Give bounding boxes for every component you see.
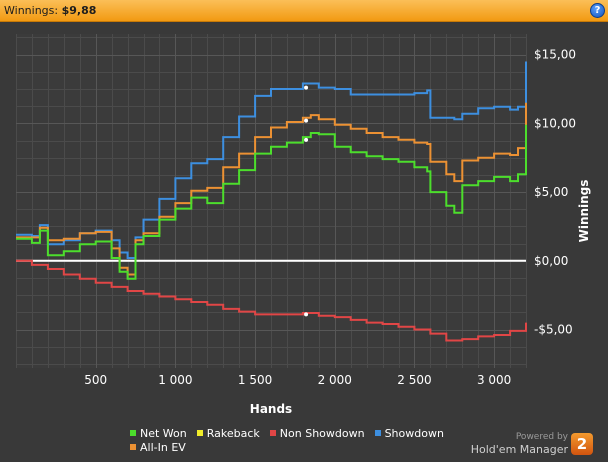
hover-marker-non-showdown xyxy=(304,312,309,317)
winnings-header: Winnings: $9,88 ? xyxy=(0,0,608,22)
legend-row: Net Won Rakeback Non Showdown Showdown xyxy=(130,427,454,441)
x-tick-label: 3 000 xyxy=(477,373,511,387)
legend-label: Rakeback xyxy=(206,427,260,440)
x-tick-label: 2 500 xyxy=(397,373,431,387)
help-icon[interactable]: ? xyxy=(590,3,605,18)
powered-by-text: Powered by xyxy=(515,432,568,442)
hover-marker-showdown xyxy=(304,85,309,90)
y-tick-label: -$5,00 xyxy=(534,323,573,337)
hover-marker-all-in-ev xyxy=(304,118,309,123)
legend-swatch xyxy=(374,430,381,436)
hover-marker-net-won xyxy=(304,137,309,142)
x-tick-label: 1 500 xyxy=(238,373,272,387)
legend-item-net-won[interactable]: Net Won xyxy=(130,427,187,441)
legend-item-non-showdown[interactable]: Non Showdown xyxy=(269,427,365,441)
winnings-label: Winnings: xyxy=(4,4,59,17)
legend-swatch xyxy=(130,430,136,436)
legend-swatch xyxy=(196,430,203,436)
legend-item-showdown[interactable]: Showdown xyxy=(374,427,444,441)
x-axis-title: Hands xyxy=(250,402,292,416)
y-tick-label: $10,00 xyxy=(534,116,576,130)
brand-name: Hold'em Manager xyxy=(470,443,568,456)
x-tick-label: 1 000 xyxy=(158,373,192,387)
legend-label: Showdown xyxy=(384,427,444,440)
legend-row: All-In EV xyxy=(130,441,454,455)
legend-swatch xyxy=(269,430,276,436)
legend-swatch xyxy=(130,444,136,450)
winnings-summary: Winnings: $9,88 xyxy=(4,4,96,17)
legend-item-rakeback[interactable]: Rakeback xyxy=(196,427,260,441)
y-tick-label: $0,00 xyxy=(534,254,568,268)
x-tick-label: 500 xyxy=(84,373,107,387)
series-line-non-showdown xyxy=(16,259,527,342)
y-axis-title: Winnings xyxy=(577,180,591,243)
chart-legend: Net Won Rakeback Non Showdown Showdown All-I… xyxy=(130,427,454,455)
legend-item-all-in-ev[interactable]: All-In EV xyxy=(130,441,186,455)
y-tick-label: $15,00 xyxy=(534,48,576,62)
winnings-value: $9,88 xyxy=(61,4,97,17)
legend-label: Non Showdown xyxy=(279,427,365,440)
legend-label: All-In EV xyxy=(140,441,186,454)
winnings-chart: 500 1 000 1 500 2 000 2 500 3 000 $15,00 $10,00… xyxy=(16,34,591,416)
x-tick-label: 2 000 xyxy=(318,373,352,387)
legend-label: Net Won xyxy=(140,427,187,440)
y-tick-label: $5,00 xyxy=(534,185,568,199)
series-line-net-won xyxy=(16,124,527,280)
holdem-manager-logo-icon: 2 xyxy=(571,433,593,455)
